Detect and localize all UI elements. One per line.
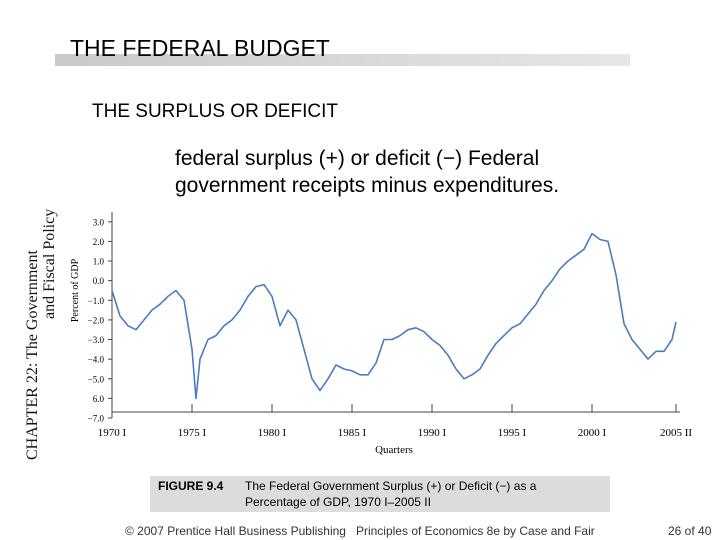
y-tick-label: −2.0 bbox=[88, 315, 105, 325]
y-axis-label: Percent of GDP bbox=[70, 258, 81, 322]
data-line bbox=[111, 232, 677, 400]
chapter-line: and Fiscal Policy bbox=[41, 209, 58, 319]
chapter-label: CHAPTER 22: The Government and Fiscal Po… bbox=[24, 209, 58, 460]
y-tick-label: 6.0 bbox=[93, 394, 105, 404]
title-bar bbox=[55, 54, 630, 66]
chapter-line: CHAPTER 22: The Government bbox=[24, 250, 41, 460]
definition-line: federal surplus (+) or deficit (−) Feder… bbox=[175, 147, 539, 170]
y-tick-label: 1.0 bbox=[93, 257, 105, 267]
x-tick-label: 1980 I bbox=[258, 427, 287, 439]
x-tick-label: 1995 I bbox=[498, 427, 527, 439]
x-tick-label: 2005 II bbox=[660, 427, 692, 439]
y-tick-label: −3.0 bbox=[88, 335, 105, 345]
x-tick-label: 1985 I bbox=[338, 427, 367, 439]
x-tick-label: 2000 I bbox=[578, 427, 607, 439]
y-tick-label: 3.0 bbox=[93, 217, 105, 227]
caption-box bbox=[150, 476, 610, 512]
x-tick-label: 1975 I bbox=[178, 427, 207, 439]
slide-title: THE FEDERAL BUDGET bbox=[70, 35, 330, 61]
slide-subtitle: THE SURPLUS OR DEFICIT bbox=[92, 101, 338, 122]
definition-line: government receipts minus expenditures. bbox=[175, 174, 559, 197]
y-tick-label: −7.0 bbox=[88, 414, 105, 424]
y-tick-label: 2.0 bbox=[93, 237, 105, 247]
chart: 3.0 2.0 1.0 0.0 −1.0 −2.0 −3.0 −4.0 −5.0 6.0 −7.0 1… bbox=[70, 212, 692, 456]
y-tick-label: 0.0 bbox=[93, 276, 105, 286]
y-tick-label: −1.0 bbox=[88, 296, 105, 306]
x-tick-label: 1970 I bbox=[98, 427, 127, 439]
caption-line: The Federal Government Surplus (+) or De… bbox=[245, 479, 537, 493]
page-number: 26 of 40 bbox=[668, 524, 712, 538]
caption-label: FIGURE 9.4 bbox=[158, 479, 224, 493]
x-axis-label: Quarters bbox=[375, 444, 413, 456]
footer: © 2007 Prentice Hall Business Publishing… bbox=[125, 524, 595, 538]
y-tick-label: −4.0 bbox=[88, 355, 105, 365]
y-tick-label: −5.0 bbox=[88, 374, 105, 384]
caption-line: Percentage of GDP, 1970 I–2005 II bbox=[245, 495, 431, 509]
x-tick-label: 1990 I bbox=[418, 427, 447, 439]
